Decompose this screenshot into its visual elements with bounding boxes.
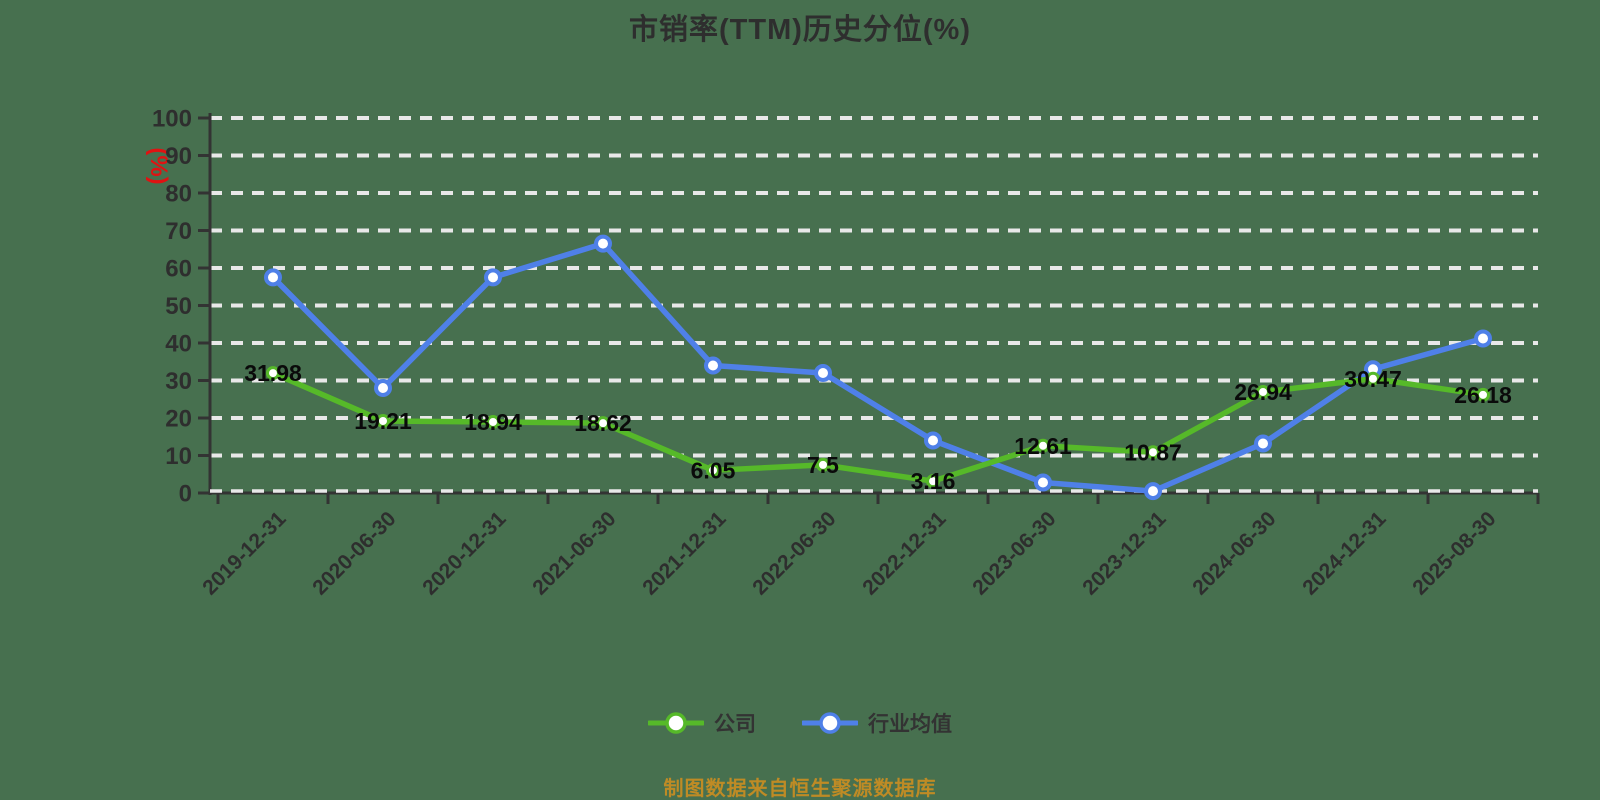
y-tick-label: 40	[165, 330, 192, 357]
data-point-marker	[266, 366, 280, 381]
y-tick-label: 90	[165, 143, 192, 170]
data-point-label: 19.21	[354, 408, 412, 434]
data-point-label: 7.5	[807, 452, 839, 478]
y-tick-label: 0	[179, 480, 192, 507]
data-point-label: 26.94	[1234, 379, 1292, 405]
data-point-marker	[926, 474, 940, 489]
y-tick-label: 80	[165, 180, 192, 207]
x-tick-label: 2022-06-30	[748, 507, 840, 599]
data-point-marker	[1366, 371, 1380, 386]
y-tick-label: 10	[165, 443, 192, 470]
data-point-marker	[704, 356, 722, 375]
legend-item-company[interactable]: 公司	[648, 708, 756, 738]
y-tick-label: 100	[152, 105, 192, 132]
data-point-marker	[924, 431, 942, 450]
x-tick-label: 2020-06-30	[308, 507, 400, 599]
data-point-label: 12.61	[1014, 433, 1072, 459]
data-point-marker	[1034, 473, 1052, 492]
legend-label: 公司	[714, 713, 756, 736]
data-point-marker	[484, 268, 502, 287]
data-point-marker	[486, 414, 500, 429]
data-point-marker	[1256, 384, 1270, 399]
data-point-label: 3.16	[911, 468, 956, 494]
data-source-note: 制图数据来自恒生聚源数据库	[663, 778, 937, 800]
legend-marker-icon	[802, 712, 858, 734]
y-tick-label: 60	[165, 255, 192, 282]
x-tick-label: 2023-06-30	[968, 507, 1060, 599]
data-point-marker	[1474, 329, 1492, 348]
x-tick-label: 2023-12-31	[1078, 507, 1170, 599]
data-point-marker	[264, 268, 282, 287]
x-tick-label: 2020-12-31	[418, 507, 510, 599]
data-point-marker	[374, 379, 392, 397]
y-tick-label: 70	[165, 218, 192, 245]
legend-item-industry[interactable]: 行业均值	[802, 708, 952, 738]
y-tick-label: 20	[165, 405, 192, 432]
x-tick-label: 2024-12-31	[1298, 507, 1390, 599]
x-tick-label: 2022-12-31	[858, 507, 950, 599]
x-tick-label: 2024-06-30	[1188, 507, 1280, 599]
series-line-industry	[270, 240, 1486, 494]
data-point-marker	[596, 416, 610, 431]
data-point-marker	[814, 364, 832, 382]
data-point-marker	[816, 457, 830, 472]
legend: 公司 行业均值	[0, 708, 1600, 738]
x-tick-label: 2019-12-31	[198, 507, 290, 599]
data-point-marker	[376, 413, 390, 428]
data-point-marker	[1036, 438, 1050, 453]
x-tick-label: 2025-08-30	[1408, 507, 1500, 599]
data-point-marker	[1146, 445, 1160, 460]
data-point-label: 26.18	[1454, 382, 1512, 408]
x-tick-label: 2021-12-31	[638, 507, 730, 599]
series-line-company	[270, 370, 1486, 484]
legend-marker-icon	[648, 712, 704, 734]
data-point-marker	[1144, 482, 1162, 501]
data-point-marker	[1476, 387, 1490, 402]
y-tick-label: 30	[165, 368, 192, 395]
data-point-label: 18.62	[574, 410, 632, 436]
legend-label: 行业均值	[868, 713, 952, 736]
chart-title: 市销率(TTM)历史分位(%)	[628, 14, 971, 46]
data-point-label: 10.87	[1124, 439, 1182, 465]
data-point-marker	[706, 463, 720, 478]
data-point-label: 31.98	[244, 360, 302, 386]
data-point-marker	[1254, 434, 1272, 453]
y-tick-label: 50	[165, 293, 192, 320]
data-point-marker	[594, 234, 612, 253]
data-point-label: 6.05	[691, 457, 736, 483]
data-point-label: 30.47	[1344, 366, 1402, 392]
x-tick-label: 2021-06-30	[528, 507, 620, 599]
data-point-label: 18.94	[464, 409, 522, 435]
